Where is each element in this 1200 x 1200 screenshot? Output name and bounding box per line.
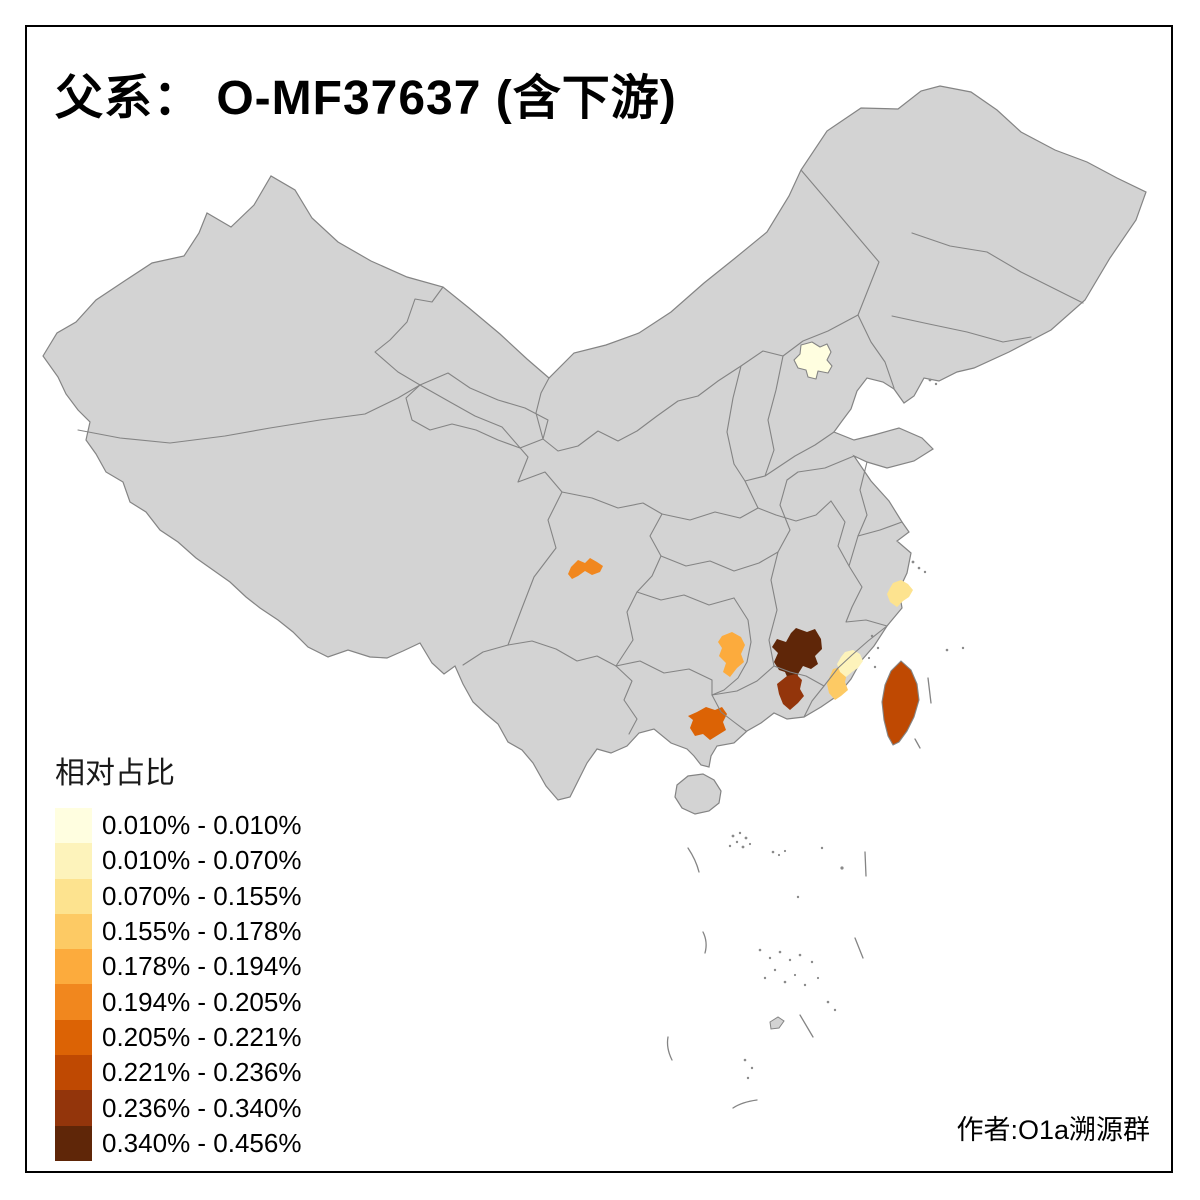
map-region-north-guangdong bbox=[777, 674, 804, 710]
author-credit: 作者:O1a溯源群 bbox=[956, 1115, 1150, 1145]
map-region-beijing bbox=[793, 341, 833, 380]
sea-islands-and-dashes bbox=[666, 378, 965, 1109]
map-region-chengdu-sichuan bbox=[568, 558, 603, 579]
legend-label-4: 0.155% - 0.178% bbox=[102, 916, 302, 947]
legend-item: 0.010% - 0.010% bbox=[55, 808, 302, 844]
legend-label-3: 0.070% - 0.155% bbox=[102, 880, 302, 911]
small-sea-island-shape bbox=[769, 1016, 785, 1030]
legend-item: 0.221% - 0.236% bbox=[55, 1055, 302, 1091]
legend-label-5: 0.178% - 0.194% bbox=[102, 951, 302, 982]
legend-swatch-10 bbox=[55, 1125, 92, 1161]
map-region-taiwan bbox=[881, 660, 920, 746]
legend-label-8: 0.221% - 0.236% bbox=[102, 1057, 302, 1088]
legend-item: 0.205% - 0.221% bbox=[55, 1019, 302, 1056]
map-region-west-hunan bbox=[718, 632, 745, 677]
province-borders bbox=[77, 169, 1084, 735]
legend-item: 0.070% - 0.155% bbox=[55, 878, 302, 914]
map-region-coastal-zhejiang bbox=[887, 580, 913, 607]
legend-swatch-2 bbox=[55, 843, 92, 879]
legend-label-10: 0.340% - 0.456% bbox=[102, 1127, 302, 1158]
map-region-south-fujian-coastal bbox=[837, 650, 863, 677]
legend-swatch-8 bbox=[55, 1055, 92, 1091]
legend-item: 0.178% - 0.194% bbox=[55, 949, 302, 985]
legend-item: 0.340% - 0.456% bbox=[55, 1125, 302, 1161]
map-title: 父系： O-MF37637 (含下游) bbox=[55, 72, 677, 125]
legend-item: 0.236% - 0.340% bbox=[55, 1090, 302, 1126]
legend-swatch-3 bbox=[55, 878, 92, 914]
legend-item: 0.194% - 0.205% bbox=[55, 984, 302, 1020]
legend-label-9: 0.236% - 0.340% bbox=[102, 1092, 302, 1123]
hainan-island-shape bbox=[674, 773, 722, 815]
legend-label-2: 0.010% - 0.070% bbox=[102, 845, 302, 876]
legend-item: 0.010% - 0.070% bbox=[55, 843, 302, 879]
choropleth-regions bbox=[568, 341, 920, 746]
legend-swatch-9 bbox=[55, 1090, 92, 1126]
map-region-south-guangxi bbox=[688, 707, 727, 740]
legend-item: 0.155% - 0.178% bbox=[55, 913, 302, 950]
legend-label-7: 0.205% - 0.221% bbox=[102, 1021, 302, 1052]
legend-swatch-4 bbox=[55, 913, 92, 950]
legend-label-1: 0.010% - 0.010% bbox=[102, 810, 302, 841]
china-mainland-shape bbox=[42, 85, 1147, 801]
legend: 相对占比 0.010% - 0.010% 0.010% - 0.070% 0.0… bbox=[55, 748, 301, 1161]
legend-title: 相对占比 bbox=[55, 757, 175, 790]
legend-swatch-7 bbox=[55, 1019, 92, 1056]
legend-label-6: 0.194% - 0.205% bbox=[102, 986, 302, 1017]
legend-swatch-6 bbox=[55, 984, 92, 1020]
legend-swatch-1 bbox=[55, 808, 92, 844]
map-region-south-jiangxi bbox=[772, 628, 822, 682]
legend-swatch-5 bbox=[55, 949, 92, 985]
